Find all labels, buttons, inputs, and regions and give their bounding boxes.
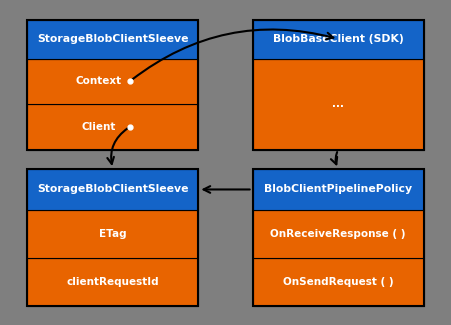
FancyBboxPatch shape (27, 58, 198, 104)
Text: Context: Context (76, 76, 122, 86)
FancyBboxPatch shape (27, 210, 198, 258)
FancyBboxPatch shape (27, 258, 198, 306)
Text: ETag: ETag (99, 229, 127, 239)
Text: StorageBlobClientSleeve: StorageBlobClientSleeve (37, 185, 189, 194)
Text: Client: Client (82, 122, 116, 132)
FancyBboxPatch shape (27, 104, 198, 150)
FancyBboxPatch shape (253, 20, 424, 58)
Text: ...: ... (332, 99, 344, 109)
Text: BlobBaseClient (SDK): BlobBaseClient (SDK) (273, 34, 404, 44)
Text: BlobClientPipelinePolicy: BlobClientPipelinePolicy (264, 185, 412, 194)
FancyBboxPatch shape (253, 210, 424, 258)
FancyBboxPatch shape (253, 58, 424, 150)
Text: OnReceiveResponse ( ): OnReceiveResponse ( ) (271, 229, 406, 239)
Text: OnSendRequest ( ): OnSendRequest ( ) (283, 277, 394, 287)
FancyBboxPatch shape (253, 169, 424, 210)
Text: StorageBlobClientSleeve: StorageBlobClientSleeve (37, 34, 189, 44)
FancyBboxPatch shape (27, 169, 198, 210)
Text: clientRequestId: clientRequestId (66, 277, 159, 287)
FancyBboxPatch shape (27, 20, 198, 58)
FancyBboxPatch shape (253, 258, 424, 306)
